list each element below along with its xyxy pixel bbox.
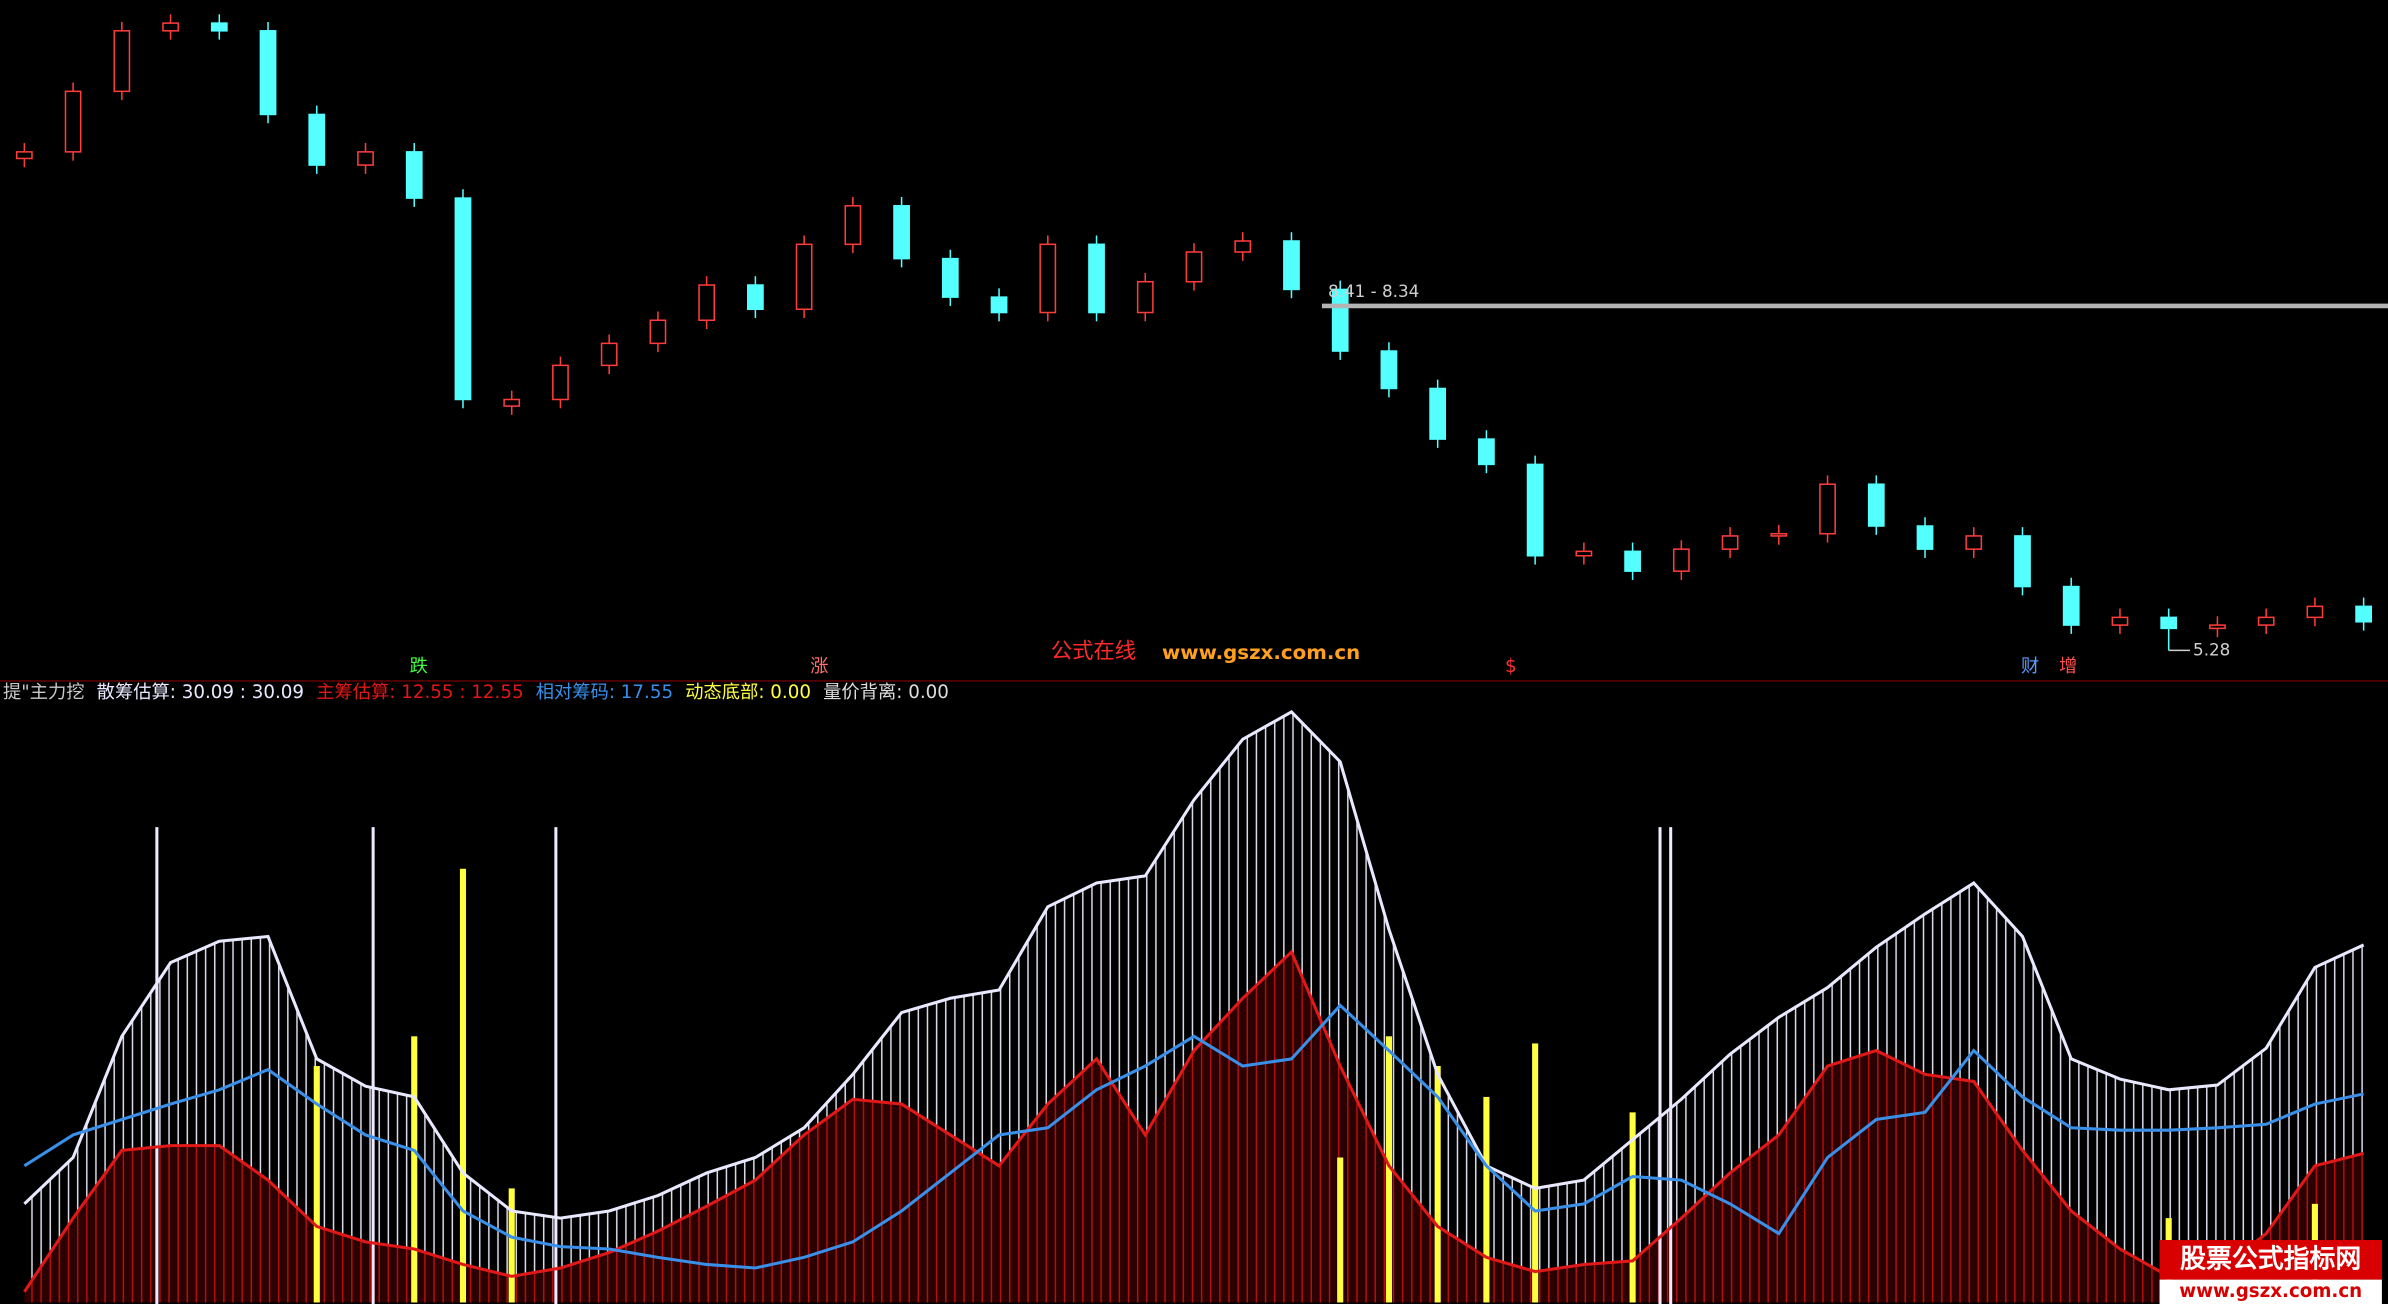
legend-name: 动态底部 — [685, 682, 758, 703]
candle-body — [1429, 387, 1447, 440]
candle-body — [357, 151, 374, 166]
candle-body — [162, 22, 179, 32]
watermark-name: 公式在线 — [1051, 639, 1136, 664]
candle-body — [15, 151, 33, 160]
candle-body — [210, 22, 228, 32]
candle-body — [2257, 616, 2275, 626]
indicator-bar — [313, 1066, 320, 1303]
candle-body — [649, 319, 667, 345]
legend-readout: : 0.00 — [896, 682, 949, 703]
candle-body — [2306, 605, 2324, 619]
indicator-hatch — [24, 951, 2364, 1303]
legend-name: 散筹估算 — [97, 682, 170, 703]
candle-body — [893, 205, 910, 260]
candle-body — [503, 398, 521, 407]
candle-body — [1624, 550, 1641, 572]
marker: 涨 — [810, 656, 828, 677]
candle-body — [1575, 550, 1593, 557]
signal-markers: 跌 涨 $ 财 增 — [410, 656, 2078, 677]
legend-name: 量价背离 — [823, 682, 896, 703]
candle-body — [1965, 535, 1983, 550]
candle-body — [405, 151, 423, 199]
indicator-bar — [1483, 1096, 1490, 1303]
legend-readout: : 12.55 : 12.55 — [389, 682, 523, 703]
indicator-title: 提"主力挖 — [3, 682, 84, 703]
candle-body — [941, 257, 959, 298]
candle-body — [454, 197, 472, 401]
candle-body — [1185, 251, 1203, 283]
candle-body — [1526, 463, 1544, 557]
candle-body — [64, 90, 82, 153]
candle-body — [552, 364, 569, 401]
indicator-bar — [1629, 1112, 1636, 1303]
candle-body — [1088, 243, 1105, 314]
indicator-bar — [411, 1036, 418, 1303]
candle-body — [747, 284, 764, 310]
candle-body — [2014, 535, 2031, 588]
logo-title: 股票公式指标网 — [2180, 1244, 2361, 1274]
marker: 增 — [2059, 656, 2077, 677]
indicator-bar — [1337, 1157, 1344, 1303]
indicator-legend: 提"主力挖 散筹估算: 30.09 : 30.09 主筹估算: 12.55 : 12… — [3, 682, 949, 703]
candle-body — [698, 284, 716, 322]
indicator-line — [23, 1003, 2364, 1270]
indicator-bar — [1385, 1036, 1392, 1303]
candle-body — [1819, 483, 1836, 535]
indicator-line — [23, 949, 2365, 1293]
candle-body — [1916, 525, 1934, 550]
candle-body — [1770, 532, 1788, 537]
candle-body — [1234, 240, 1252, 253]
signal-lines — [155, 827, 1673, 1304]
candle-body — [259, 30, 277, 116]
candle-body — [2111, 616, 2129, 626]
logo-box — [2159, 1240, 2382, 1280]
legend-readout: : 0.00 — [758, 682, 811, 703]
candle-body — [308, 113, 326, 166]
indicator-bar — [1434, 1066, 1441, 1303]
candle-body — [1478, 438, 1495, 466]
candle-body — [113, 30, 131, 93]
candle-body — [2209, 624, 2226, 630]
legend-name: 相对筹码 — [536, 682, 609, 703]
indicator-bar — [459, 868, 467, 1303]
indicator-bar — [1532, 1043, 1539, 1303]
level-label: 8.41 - 8.34 — [1328, 281, 1419, 301]
candle-body — [2062, 585, 2080, 626]
candle-body — [990, 296, 1008, 314]
candle-body — [1721, 535, 1739, 550]
candle-body — [1672, 548, 1690, 572]
candle-body — [1283, 240, 1300, 291]
candle-body — [844, 205, 862, 246]
low-label: 5.28 — [2193, 639, 2230, 659]
candle-body — [1136, 280, 1154, 314]
candle-body — [1867, 483, 1885, 527]
marker: $ — [1505, 656, 1517, 677]
candle-body — [2355, 605, 2373, 623]
legend-readout: : 17.55 — [609, 682, 673, 703]
indicator-line — [23, 710, 2365, 1220]
candle-body — [2160, 616, 2178, 630]
legend-readout: : 30.09 : 30.09 — [170, 682, 304, 703]
candle-body — [1039, 243, 1057, 314]
legend-name: 主筹估算 — [316, 682, 389, 703]
watermark-url: www.gszx.com.cn — [1162, 641, 1360, 664]
logo-url-box — [2159, 1279, 2382, 1304]
candle-body — [795, 243, 813, 310]
marker: 跌 — [410, 656, 428, 677]
indicator-bar — [508, 1188, 515, 1303]
logo-url: www.gszx.com.cn — [2179, 1281, 2362, 1302]
marker: 财 — [2021, 656, 2039, 677]
candle-body — [1380, 350, 1398, 390]
candle-body — [600, 342, 618, 367]
